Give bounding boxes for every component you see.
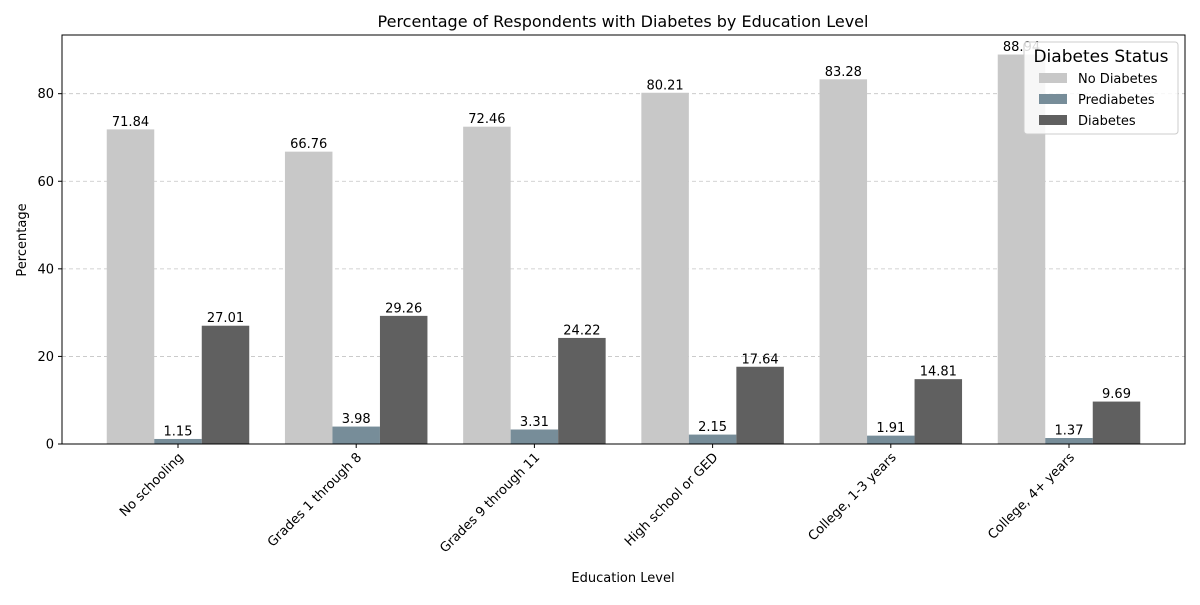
y-tick-label: 40 bbox=[37, 262, 54, 277]
data-label: 72.46 bbox=[468, 112, 505, 127]
data-label: 17.64 bbox=[741, 352, 778, 367]
legend-swatch bbox=[1039, 115, 1067, 125]
x-tick-label: Grades 1 through 8 bbox=[265, 450, 365, 550]
data-label: 24.22 bbox=[563, 323, 600, 338]
data-label: 1.91 bbox=[876, 421, 905, 436]
legend-swatch bbox=[1039, 94, 1067, 104]
legend-box bbox=[1023, 41, 1179, 135]
bar bbox=[819, 79, 868, 445]
bar bbox=[332, 426, 380, 444]
x-tick-label: College, 4+ years bbox=[985, 450, 1078, 543]
data-label: 83.28 bbox=[825, 65, 862, 80]
data-label: 80.21 bbox=[646, 78, 683, 93]
y-tick-label: 0 bbox=[46, 438, 54, 453]
bar bbox=[641, 92, 689, 444]
y-tick-label: 20 bbox=[37, 350, 54, 365]
bar bbox=[867, 435, 915, 444]
data-label: 1.37 bbox=[1055, 424, 1084, 439]
bars-layer bbox=[106, 54, 1141, 445]
legend-label: Diabetes bbox=[1078, 114, 1136, 129]
legend-swatch bbox=[1039, 73, 1067, 83]
bar bbox=[1045, 438, 1093, 444]
bar bbox=[914, 379, 963, 444]
legend: Diabetes Status No Diabetes Prediabetes Di… bbox=[1023, 41, 1179, 135]
legend-label: Prediabetes bbox=[1078, 93, 1155, 108]
axes-layer: 0 20 40 60 80 No schooling Grades 1 through 8 G… bbox=[37, 87, 1078, 556]
y-axis-label: Percentage bbox=[15, 203, 30, 276]
chart-title: Percentage of Respondents with Diabetes … bbox=[378, 12, 869, 31]
data-label: 66.76 bbox=[290, 137, 327, 152]
data-label: 71.84 bbox=[112, 115, 149, 130]
bar bbox=[106, 129, 155, 444]
bar bbox=[1092, 401, 1141, 444]
x-tick-label: High school or GED bbox=[622, 450, 721, 549]
plot-frame bbox=[61, 34, 1186, 445]
legend-label: No Diabetes bbox=[1078, 72, 1158, 87]
data-label: 27.01 bbox=[207, 311, 244, 326]
data-label: 9.69 bbox=[1102, 387, 1131, 402]
bar bbox=[510, 429, 559, 444]
bar bbox=[379, 315, 428, 444]
y-tick-label: 80 bbox=[37, 87, 54, 102]
bar bbox=[201, 325, 250, 444]
y-tick-label: 60 bbox=[37, 175, 54, 190]
bar bbox=[154, 438, 202, 444]
data-label: 3.31 bbox=[520, 415, 549, 430]
bar bbox=[736, 366, 784, 444]
bar bbox=[558, 337, 606, 444]
legend-items: No Diabetes Prediabetes Diabetes bbox=[1039, 72, 1158, 129]
bar bbox=[688, 434, 737, 444]
bar bbox=[284, 151, 333, 444]
data-labels-layer: 71.84 1.15 27.01 66.76 3.98 29.26 72.46 3.31 24.… bbox=[112, 40, 1131, 439]
data-label: 1.15 bbox=[164, 424, 193, 439]
x-tick-label: No schooling bbox=[117, 450, 187, 520]
x-tick-label: Grades 9 through 11 bbox=[437, 450, 543, 556]
bar bbox=[463, 126, 511, 445]
legend-title: Diabetes Status bbox=[1033, 47, 1168, 67]
x-tick-label: College, 1-3 years bbox=[806, 450, 900, 544]
data-label: 29.26 bbox=[385, 301, 422, 316]
data-label: 3.98 bbox=[342, 412, 371, 427]
data-label: 2.15 bbox=[698, 420, 727, 435]
data-label: 14.81 bbox=[920, 365, 957, 380]
x-axis-label: Education Level bbox=[571, 571, 674, 586]
